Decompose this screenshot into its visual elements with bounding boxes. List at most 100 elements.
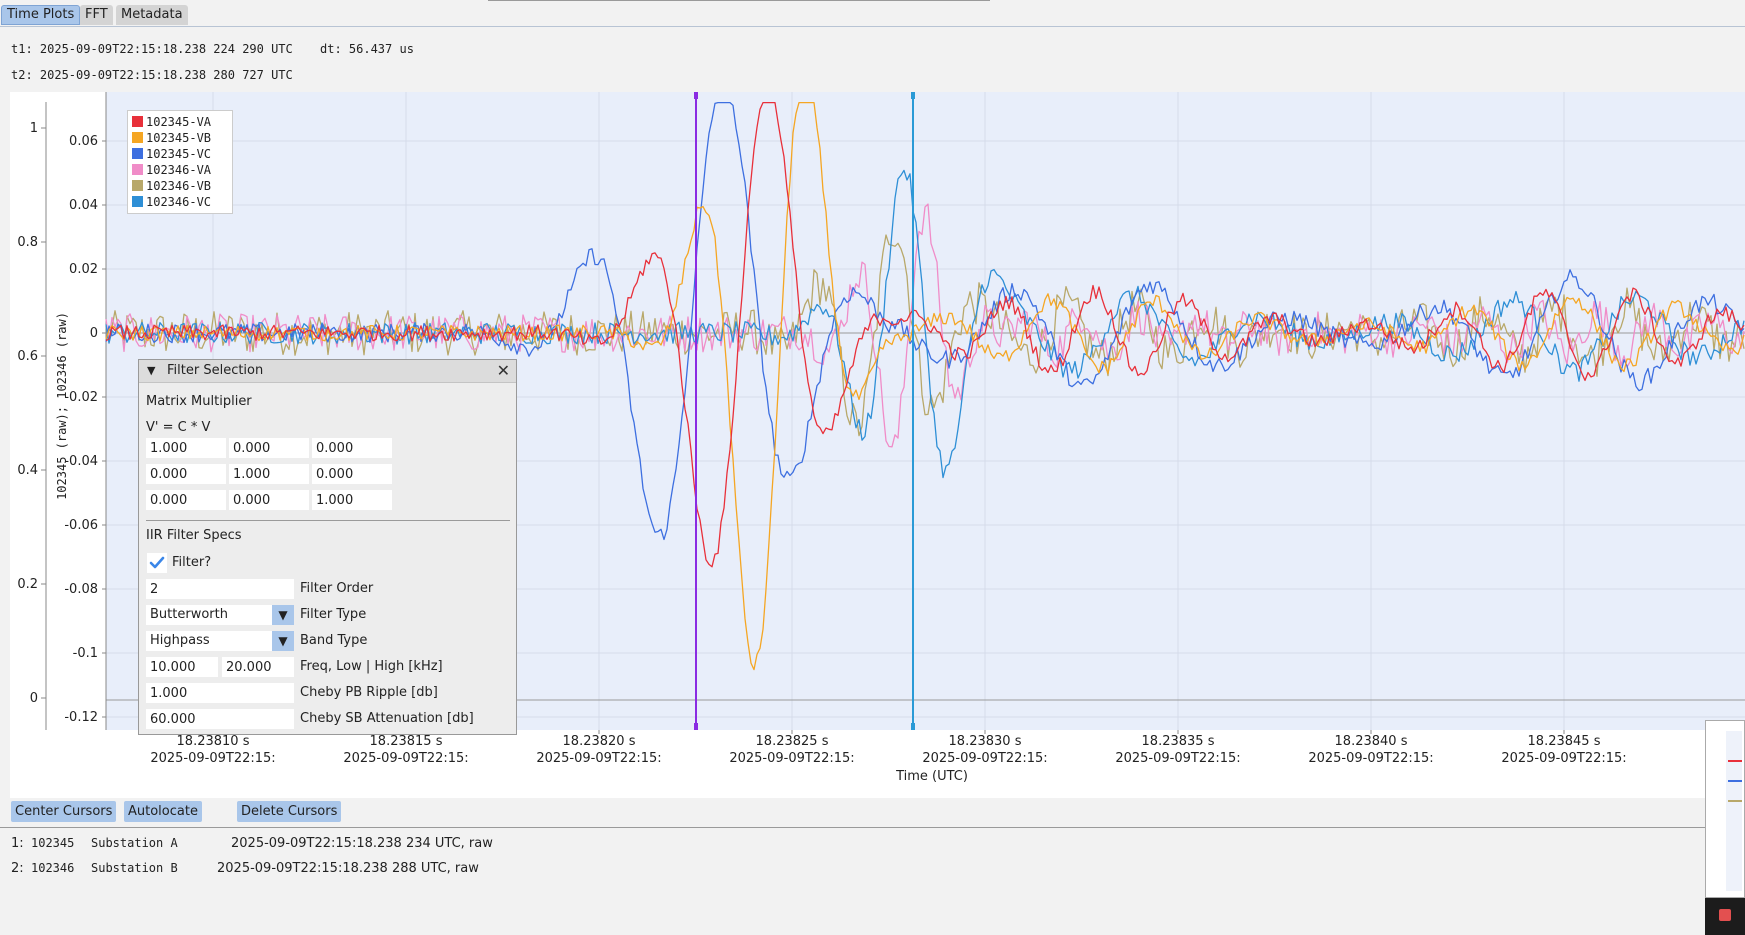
freq-low-input[interactable] (146, 657, 218, 677)
list-item[interactable]: 2: 102346 Substation B 2025-09-09T22:15:… (11, 861, 511, 879)
matrix-c22-input[interactable] (229, 464, 309, 484)
x-tick-date: 2025-09-09T22:15: (1308, 751, 1433, 766)
autolocate-button[interactable]: Autolocate (124, 801, 202, 822)
legend-item: 102346-VA (132, 162, 228, 178)
row-index: 2: (11, 861, 24, 876)
filter-type-value: Butterworth (150, 607, 228, 622)
inner-tick-label: -0.1 (73, 646, 98, 661)
center-cursors-button[interactable]: Center Cursors (11, 801, 117, 822)
x-axis-label: Time (UTC) (895, 769, 968, 784)
left-axis-label: 102345 (raw); 102346 (raw) (55, 312, 69, 500)
x-tick-label: 18.23845 s (1528, 734, 1601, 749)
x-tick-date: 2025-09-09T22:15: (150, 751, 275, 766)
section-divider (146, 520, 510, 521)
plot-legend: 102345-VA 102345-VB 102345-VC 102346-VA … (127, 110, 233, 214)
collapse-triangle-icon[interactable]: ▼ (147, 364, 156, 377)
cursor-t2-readout: t2: 2025-09-09T22:15:18.238 280 727 UTC (11, 68, 293, 82)
matrix-c21-input[interactable] (146, 464, 226, 484)
cursor-dt-readout: dt: 56.437 us (320, 42, 414, 56)
left-tick-label: 0 (30, 691, 38, 706)
left-tick-label: 0.6 (17, 349, 38, 364)
cheby-atten-input[interactable] (146, 709, 294, 729)
filter-panel-header[interactable]: ▼ Filter Selection ✕ (139, 360, 516, 383)
cheby-ripple-input[interactable] (146, 683, 294, 703)
inner-tick-label: -0.12 (64, 710, 98, 725)
series-line-102346-VC (105, 169, 1745, 479)
window-thumbnail[interactable] (1705, 720, 1745, 898)
cursor-1-handle-top (694, 92, 698, 99)
cheby-ripple-label: Cheby PB Ripple [db] (300, 685, 438, 700)
freq-high-input[interactable] (222, 657, 294, 677)
x-tick-label: 18.23840 s (1335, 734, 1408, 749)
legend-swatch (132, 132, 143, 143)
matrix-heading: Matrix Multiplier (146, 394, 252, 409)
legend-swatch (132, 196, 143, 207)
x-tick-label: 18.23820 s (563, 734, 636, 749)
x-tick-date: 2025-09-09T22:15: (729, 751, 854, 766)
band-type-value: Highpass (150, 633, 210, 648)
left-tick-label: 0.8 (17, 235, 38, 250)
matrix-c12-input[interactable] (229, 438, 309, 458)
list-item[interactable]: 1: 102345 Substation A 2025-09-09T22:15:… (11, 836, 511, 854)
matrix-c31-input[interactable] (146, 490, 226, 510)
tab-time-plots[interactable]: Time Plots (1, 5, 81, 25)
splitter-handle[interactable] (488, 0, 990, 1)
matrix-c11-input[interactable] (146, 438, 226, 458)
row-id: 102345 (31, 836, 75, 850)
thumbnail-preview (1726, 731, 1742, 891)
series-line-102345-VC (105, 101, 1745, 541)
cursor-2-handle-top (911, 92, 915, 99)
filter-order-input[interactable] (146, 579, 294, 599)
app-icon[interactable] (1705, 898, 1745, 935)
legend-item: 102345-VC (132, 146, 228, 162)
row-time: 2025-09-09T22:15:18.238 234 UTC, raw (231, 836, 493, 851)
x-tick-date: 2025-09-09T22:15: (343, 751, 468, 766)
legend-item: 102346-VC (132, 194, 228, 210)
matrix-c23-input[interactable] (312, 464, 392, 484)
x-tick-label: 18.23815 s (370, 734, 443, 749)
tab-fft[interactable]: FFT (80, 5, 113, 25)
close-icon[interactable]: ✕ (496, 361, 510, 380)
inner-tick-label: -0.08 (64, 582, 98, 597)
filter-order-label: Filter Order (300, 581, 374, 596)
inner-tick-label: 0.04 (69, 198, 98, 213)
series-line-102345-VA (105, 101, 1745, 568)
tab-metadata[interactable]: Metadata (116, 5, 188, 25)
delete-cursors-button[interactable]: Delete Cursors (237, 801, 342, 822)
matrix-c33-input[interactable] (312, 490, 392, 510)
x-tick-date: 2025-09-09T22:15: (1115, 751, 1240, 766)
inner-tick-label: -0.02 (64, 390, 98, 405)
dropdown-arrow-icon[interactable]: ▼ (272, 605, 294, 625)
iir-heading: IIR Filter Specs (146, 528, 242, 543)
matrix-c13-input[interactable] (312, 438, 392, 458)
legend-swatch (132, 164, 143, 175)
x-tick-label: 18.23825 s (756, 734, 829, 749)
filter-type-label: Filter Type (300, 607, 367, 622)
band-type-label: Band Type (300, 633, 368, 648)
matrix-c32-input[interactable] (229, 490, 309, 510)
filter-selection-panel: ▼ Filter Selection ✕ Matrix Multiplier V… (138, 359, 517, 735)
dropdown-arrow-icon[interactable]: ▼ (272, 631, 294, 651)
x-tick-label: 18.23830 s (949, 734, 1022, 749)
cursor-2-handle-bottom (911, 723, 915, 730)
freq-label: Freq, Low | High [kHz] (300, 659, 443, 674)
row-name: Substation B (91, 861, 178, 875)
inner-tick-label: 0.02 (69, 262, 98, 277)
filter-checkbox[interactable] (147, 553, 167, 573)
x-tick-label: 18.23835 s (1142, 734, 1215, 749)
legend-swatch (132, 148, 143, 159)
row-name: Substation A (91, 836, 178, 850)
legend-swatch (132, 180, 143, 191)
x-tick-date: 2025-09-09T22:15: (922, 751, 1047, 766)
inner-tick-label: -0.06 (64, 518, 98, 533)
left-tick-label: 0.4 (17, 463, 38, 478)
tab-bar: Time Plots FFT Metadata (0, 0, 1745, 27)
filter-checkbox-label: Filter? (172, 555, 212, 570)
filter-panel-title: Filter Selection (167, 363, 264, 378)
band-type-select[interactable]: Highpass ▼ (146, 631, 294, 651)
cursor-t1-readout: t1: 2025-09-09T22:15:18.238 224 290 UTC (11, 42, 293, 56)
filter-type-select[interactable]: Butterworth ▼ (146, 605, 294, 625)
inner-tick-label: 0 (90, 326, 98, 341)
cursor-1-handle-bottom (694, 723, 698, 730)
row-index: 1: (11, 836, 24, 851)
